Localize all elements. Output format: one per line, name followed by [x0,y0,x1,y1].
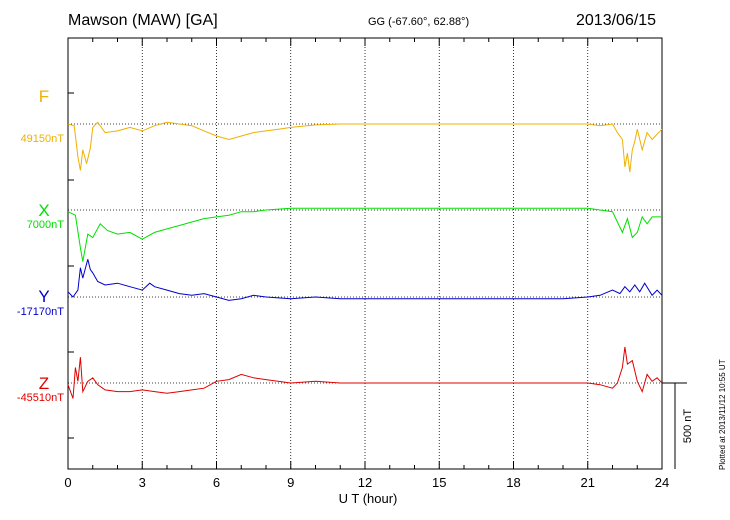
series-baseline-label-z: -45510nT [17,392,64,404]
x-axis-ticks [67,38,663,469]
x-tick-label-0: 0 [64,475,71,490]
series-line-y [67,259,663,301]
series-z: Z-45510nT [17,346,663,404]
series-baseline-label-f: 49150nT [21,133,65,145]
scale-bar-label: 500 nT [682,409,694,444]
x-tick-label-6: 6 [213,475,220,490]
series-baseline-label-x: 7000nT [27,219,65,231]
vertical-grid [141,38,589,469]
scale-bar: 500 nT [662,382,694,469]
station-coordinates: GG (-67.60°, 62.88°) [368,16,470,28]
x-tick-label-15: 15 [432,475,446,490]
series-line-f [67,121,663,173]
x-tick-label-24: 24 [655,475,669,490]
x-tick-label-3: 3 [139,475,146,490]
series-baseline-label-y: -17170nT [17,306,64,318]
series-y: Y-17170nT [17,259,663,318]
x-tick-label-9: 9 [287,475,294,490]
series-f: F 49150nT [21,87,663,173]
x-tick-label-21: 21 [581,475,595,490]
series-name-z: Z [39,374,49,393]
x-axis-tick-labels: 0 3 6 9 12 15 18 21 24 [64,475,669,490]
x-tick-label-18: 18 [506,475,520,490]
station-title: Mawson (MAW) [GA] [68,12,218,29]
chart-date: 2013/06/15 [576,12,657,29]
series-line-x [67,207,662,262]
x-tick-label-12: 12 [358,475,372,490]
x-axis-label: U T (hour) [339,491,398,506]
series-line-z [67,346,663,399]
series-name-y: Y [38,287,49,306]
series-name-x: X [38,201,49,220]
series-name-f: F [39,87,49,106]
